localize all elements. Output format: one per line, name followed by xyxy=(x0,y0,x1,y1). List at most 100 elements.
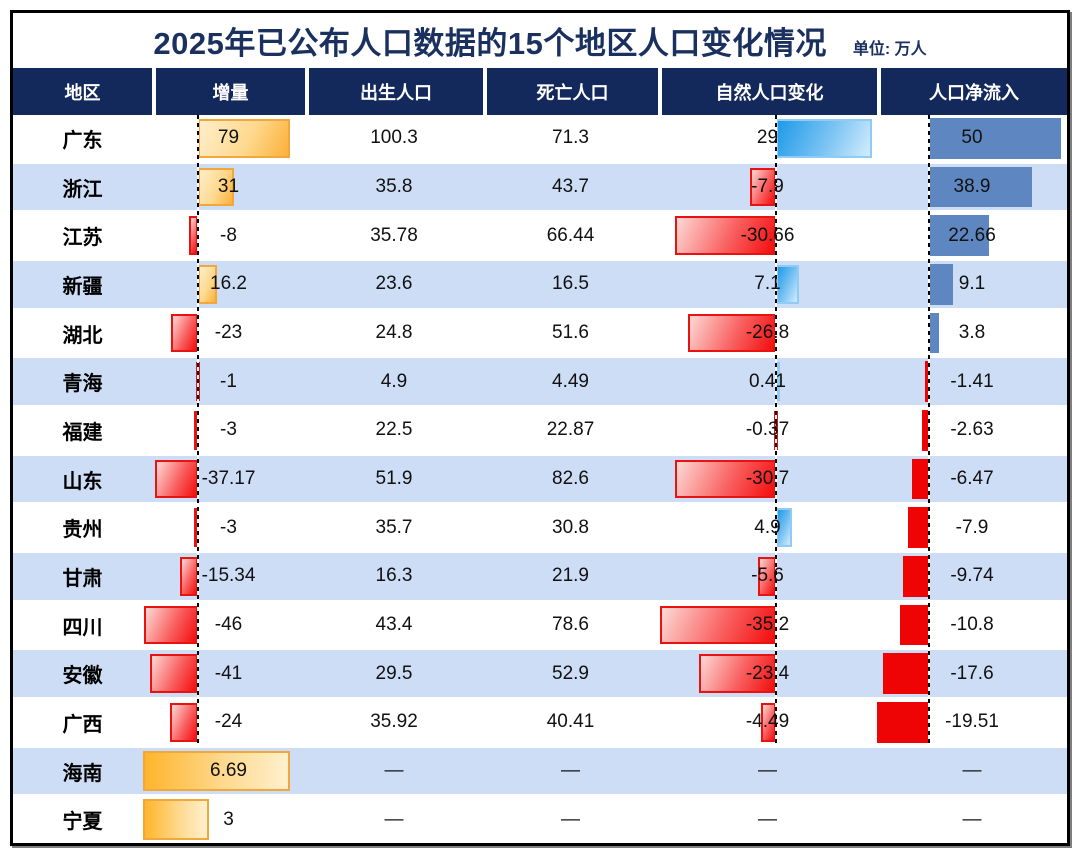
region-label: 湖北 xyxy=(62,324,103,347)
region-label: 山东 xyxy=(62,470,103,493)
increment-value: -41 xyxy=(214,662,243,684)
table-row: 宁夏 3 — — — — xyxy=(13,796,1067,844)
region-cell: 浙江 xyxy=(13,164,152,211)
net-inflow-cell: 38.9 xyxy=(877,164,1067,211)
net-inflow-bar xyxy=(929,312,940,354)
increment-value: -23 xyxy=(214,322,243,344)
deaths-cell: 22.87 xyxy=(483,407,658,454)
table-row: 福建 -3 22.5 22.87 -0.37 -2.63 xyxy=(13,407,1067,454)
table-row: 贵州 -3 35.7 30.8 4.9 -7.9 xyxy=(13,504,1067,552)
natural-change-value: -0.37 xyxy=(745,419,790,441)
region-label: 贵州 xyxy=(62,519,103,542)
net-inflow-bar xyxy=(929,166,1032,208)
births-cell: 29.5 xyxy=(305,650,483,697)
births-value: 35.92 xyxy=(370,711,418,733)
deaths-cell: 4.49 xyxy=(483,358,658,405)
net-inflow-value: 3.8 xyxy=(958,322,986,344)
table-body: 广东 79 100.3 71.3 29 50 浙江 31 35.8 43.7 -7.9 38.9 江苏 -… xyxy=(13,115,1067,844)
net-inflow-cell: -9.74 xyxy=(877,553,1067,600)
births-value: — xyxy=(384,808,404,830)
natural-change-value: 7.1 xyxy=(754,273,781,295)
births-value: 43.4 xyxy=(375,614,413,636)
increment-cell: 31 xyxy=(152,164,305,211)
increment-value: 31 xyxy=(217,176,240,197)
deaths-cell: 71.3 xyxy=(483,115,658,162)
table-row: 安徽 -41 29.5 52.9 -23.4 -17.6 xyxy=(13,648,1067,700)
region-cell: 江苏 xyxy=(13,212,152,259)
region-cell: 青海 xyxy=(13,358,152,405)
region-cell: 湖北 xyxy=(13,310,152,357)
region-cell: 新疆 xyxy=(13,261,152,308)
deaths-value: 16.5 xyxy=(552,273,589,295)
column-header-births: 出生人口 xyxy=(305,68,483,115)
births-value: 4.9 xyxy=(380,370,408,392)
increment-cell: 6.69 xyxy=(143,748,305,795)
title-bar: 2025年已公布人口数据的15个地区人口变化情况 单位: 万人 xyxy=(13,13,1067,68)
region-label: 浙江 xyxy=(62,178,103,201)
natural-change-cell: — xyxy=(658,796,877,843)
increment-bar xyxy=(150,654,198,694)
deaths-cell: 40.41 xyxy=(483,699,658,746)
region-cell: 宁夏 xyxy=(13,796,152,843)
births-value: 29.5 xyxy=(375,662,413,684)
births-cell: — xyxy=(305,748,483,795)
births-cell: — xyxy=(305,796,483,843)
deaths-cell: 51.6 xyxy=(483,310,658,357)
increment-value: -3 xyxy=(220,419,237,441)
table-row: 海南 6.69 — — — — xyxy=(13,745,1067,797)
increment-value: -8 xyxy=(220,224,237,246)
increment-bar xyxy=(171,313,198,353)
net-inflow-value: -10.8 xyxy=(950,614,994,636)
net-inflow-cell: 9.1 xyxy=(877,261,1067,308)
births-value: 35.8 xyxy=(375,176,413,197)
deaths-cell: 43.7 xyxy=(483,164,658,211)
births-value: 100.3 xyxy=(370,127,418,149)
deaths-cell: 66.44 xyxy=(483,212,658,259)
zero-axis-natural-change xyxy=(775,115,777,746)
natural-change-bar xyxy=(776,362,780,402)
births-cell: 35.7 xyxy=(305,504,483,551)
region-cell: 山东 xyxy=(13,456,152,503)
population-table: 2025年已公布人口数据的15个地区人口变化情况 单位: 万人 地区 增量 出生… xyxy=(10,10,1070,846)
net-inflow-cell: -2.63 xyxy=(877,407,1067,454)
deaths-value: 4.49 xyxy=(552,370,589,392)
natural-change-bar xyxy=(749,167,776,207)
net-inflow-value: -17.6 xyxy=(950,662,994,684)
column-header-region: 地区 xyxy=(13,68,152,115)
births-cell: 4.9 xyxy=(305,358,483,405)
deaths-value: 52.9 xyxy=(552,662,589,684)
natural-change-bar xyxy=(687,313,776,353)
natural-change-cell: -26.8 xyxy=(658,310,877,357)
region-label: 宁夏 xyxy=(62,811,103,834)
natural-change-value: 29 xyxy=(756,127,779,149)
increment-cell: -24 xyxy=(152,699,305,746)
natural-change-value: 4.9 xyxy=(754,516,781,538)
births-cell: 35.92 xyxy=(305,699,483,746)
natural-change-value: -35.2 xyxy=(745,614,790,636)
increment-bar xyxy=(143,799,209,841)
region-cell: 福建 xyxy=(13,407,152,454)
net-inflow-value: -2.63 xyxy=(950,419,994,441)
table-header: 地区 增量 出生人口 死亡人口 自然人口变化 人口净流入 xyxy=(13,68,1067,115)
net-inflow-bar xyxy=(903,556,929,597)
births-cell: 35.78 xyxy=(305,212,483,259)
births-value: 35.7 xyxy=(375,516,413,538)
region-label: 青海 xyxy=(62,373,103,396)
births-value: — xyxy=(384,760,404,782)
natural-change-bar xyxy=(659,605,776,645)
region-cell: 四川 xyxy=(13,602,152,649)
natural-change-value: — xyxy=(758,760,777,782)
deaths-value: 43.7 xyxy=(552,176,589,197)
table-row: 湖北 -23 24.8 51.6 -26.8 3.8 xyxy=(13,309,1067,357)
natural-change-bar xyxy=(776,119,872,158)
net-inflow-value: 38.9 xyxy=(953,176,991,197)
increment-cell: -3 xyxy=(152,504,305,551)
increment-value: 79 xyxy=(217,127,240,149)
increment-cell: 3 xyxy=(143,796,305,843)
net-inflow-value: 50 xyxy=(961,127,983,149)
increment-bar xyxy=(169,703,198,742)
natural-change-cell: -30.7 xyxy=(658,456,877,503)
region-cell: 安徽 xyxy=(13,650,152,697)
deaths-cell: 78.6 xyxy=(483,602,658,649)
births-cell: 43.4 xyxy=(305,602,483,649)
